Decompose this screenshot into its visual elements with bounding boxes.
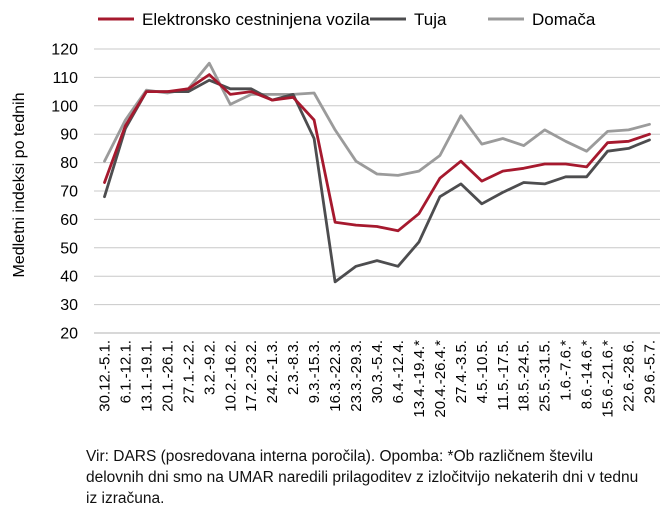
x-axis-ticks: 30.12.-5.1. 6.1.-12.1. 13.1.-19.1. 20.1.-26… [96,340,658,418]
y-tick-label: 120 [51,42,78,59]
x-tick-label: 18.5.-24.5. [516,340,533,412]
x-tick-label: 24.2.-1.3. [264,340,281,403]
y-tick-label: 90 [60,127,78,144]
x-tick-label: 9.3.-15.3. [306,340,323,403]
y-tick-label: 20 [60,326,78,343]
x-tick-label: 13.1.-19.1. [138,340,155,412]
y-tick-label: 100 [51,98,78,115]
x-tick-label: 29.6.-5.7. [642,340,659,403]
x-tick-label: 1.6.-7.6.* [558,340,575,401]
y-tick-label: 50 [60,240,78,257]
x-tick-label: 15.6.-21.6.* [600,340,617,418]
source-note: Vir: DARS (posredovana interna poročila)… [86,448,639,507]
y-tick-label: 40 [60,269,78,286]
x-tick-label: 27.1.-2.2. [180,340,197,403]
x-tick-label: 4.5.-10.5. [474,340,491,403]
y-axis-label: Medletni indeksi po tednih [11,92,28,277]
grid-lines [94,48,660,334]
y-tick-label: 80 [60,155,78,172]
line-chart: 20 30 40 50 60 70 80 90 100 110 120 Medletni indek… [11,10,660,418]
x-tick-label: 8.6.-14.6.* [579,340,596,409]
legend-label: Elektronsko cestninjena vozila [142,10,370,29]
y-tick-label: 60 [60,212,78,229]
series-lines [103,61,651,284]
y-axis-ticks: 20 30 40 50 60 70 80 90 100 110 120 [51,42,78,343]
x-tick-label: 22.6.-28.6. [621,340,638,412]
x-tick-label: 6.1.-12.1. [117,340,134,403]
x-tick-label: 20.1.-26.1. [159,340,176,412]
x-tick-label: 30.3.-5.4. [369,340,386,403]
x-tick-label: 23.3.-29.3. [348,340,365,412]
x-tick-label: 11.5.-17.5. [495,340,512,411]
x-tick-label: 10.2.-16.2. [222,340,239,412]
legend-label: Tuja [414,10,447,29]
x-tick-label: 27.4.-3.5. [453,340,470,403]
series-line-3 [103,61,651,177]
x-tick-label: 3.2.-9.2. [201,340,218,395]
x-tick-label: 2.3.-8.3. [285,340,302,395]
legend: Elektronsko cestninjena vozila Tuja Domača [98,10,596,29]
x-tick-label: 13.4.-19.4.* [411,340,428,418]
x-tick-label: 25.5.-31.5. [537,340,554,412]
x-tick-label: 6.4.-12.4. [390,340,407,403]
y-tick-label: 30 [60,297,78,314]
x-tick-label: 30.12.-5.1. [96,340,113,412]
x-tick-label: 16.3.-22.3. [327,340,344,412]
x-tick-label: 17.2.-23.2. [243,340,260,412]
x-tick-label: 20.4.-26.4.* [432,340,449,418]
series-line-2 [103,78,651,284]
series-line-1 [103,73,651,233]
legend-label: Domača [532,10,596,29]
y-tick-label: 110 [52,70,78,87]
y-tick-label: 70 [60,184,78,201]
